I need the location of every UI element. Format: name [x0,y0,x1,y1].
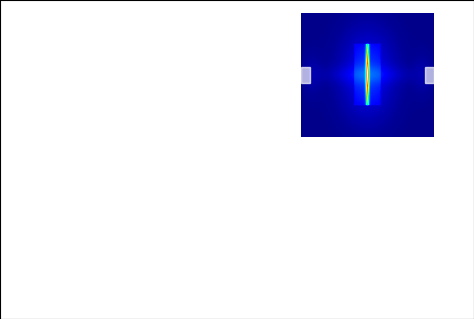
Text: SiO$_2$: SiO$_2$ [53,112,72,124]
Bar [50,15,84,24]
Bar [425,67,434,83]
Bar [301,67,310,83]
Wedge shape [105,90,149,113]
Bar [125,19,130,71]
Bar [101,29,153,71]
Text: Graphene: Graphene [106,130,148,139]
Bar [101,24,153,29]
Text: Al$_2$O$_3$: Al$_2$O$_3$ [126,5,146,15]
Bar [118,101,136,102]
Bar [125,95,130,116]
Bar [118,98,136,99]
Legend: Slot waveguide, Stripe waveguide: Slot waveguide, Stripe waveguide [348,170,465,197]
Bar [50,15,204,24]
Text: (a): (a) [33,11,49,20]
Text: Ti/Au: Ti/Au [173,7,191,13]
Text: (b): (b) [300,11,315,20]
Bar [170,15,204,24]
Text: Si: Si [112,47,121,56]
